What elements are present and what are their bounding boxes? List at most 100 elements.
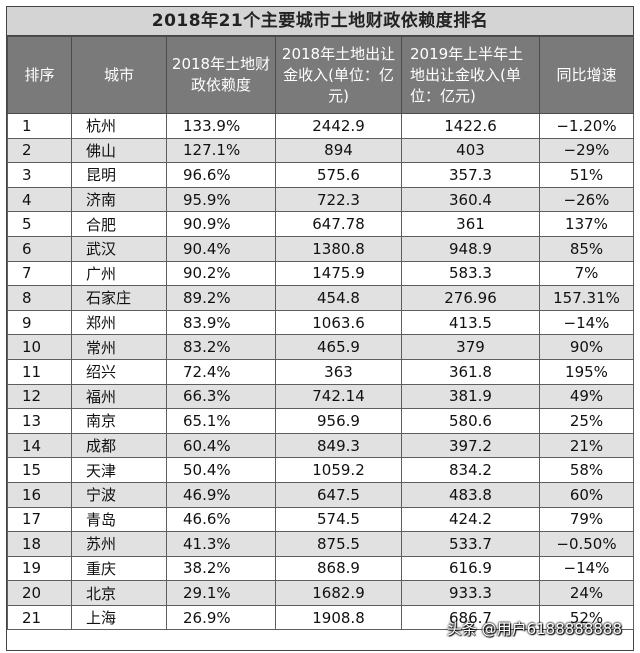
cell-rank: 15 xyxy=(7,457,72,483)
cell-rank: 5 xyxy=(7,211,72,237)
cell-yoy: 137% xyxy=(539,211,634,237)
cell-yoy: 195% xyxy=(539,358,634,385)
cell-city: 武汉 xyxy=(71,235,167,262)
cell-yoy: 7% xyxy=(539,260,634,287)
header-rank: 排序 xyxy=(7,36,72,114)
cell-dependency: 46.9% xyxy=(166,481,276,508)
table-row: 2 佛山 127.1% 894 403 −29% xyxy=(7,137,634,164)
cell-income-2018: 465.9 xyxy=(275,334,402,360)
cell-income-2018: 363 xyxy=(275,358,402,385)
table-row: 19 重庆 38.2% 868.9 616.9 −14% xyxy=(7,555,634,582)
cell-income-2018: 956.9 xyxy=(275,408,402,434)
cell-dependency: 89.2% xyxy=(166,285,276,311)
cell-rank: 10 xyxy=(7,334,72,360)
cell-income-2019h1: 424.2 xyxy=(401,506,540,533)
cell-income-2018: 454.8 xyxy=(275,285,402,311)
header-row: 排序 城市 2018年土地财政依赖度 2018年土地出让金收入(单位：亿元) 2… xyxy=(7,36,634,114)
cell-city: 南京 xyxy=(71,408,167,434)
cell-income-2019h1: 834.2 xyxy=(401,457,540,483)
cell-income-2019h1: 381.9 xyxy=(401,383,540,410)
cell-rank: 9 xyxy=(7,309,72,336)
header-income-2019h1: 2019年上半年土地出让金收入(单位：亿元) xyxy=(401,36,540,114)
cell-yoy: 49% xyxy=(539,383,634,410)
cell-yoy: 79% xyxy=(539,506,634,533)
cell-city: 天津 xyxy=(71,457,167,483)
cell-income-2018: 1380.8 xyxy=(275,235,402,262)
cell-city: 重庆 xyxy=(71,555,167,582)
cell-yoy: 58% xyxy=(539,457,634,483)
cell-yoy: −14% xyxy=(539,555,634,582)
cell-yoy: 85% xyxy=(539,235,634,262)
cell-rank: 6 xyxy=(7,235,72,262)
table-row: 8 石家庄 89.2% 454.8 276.96 157.31% xyxy=(7,285,634,311)
cell-yoy: 21% xyxy=(539,432,634,459)
cell-dependency: 50.4% xyxy=(166,457,276,483)
header-income-2018: 2018年土地出让金收入(单位：亿元) xyxy=(275,36,402,114)
cell-dependency: 60.4% xyxy=(166,432,276,459)
cell-income-2019h1: 403 xyxy=(401,137,540,164)
table-row: 1 杭州 133.9% 2442.9 1422.6 −1.20% xyxy=(7,113,634,139)
cell-dependency: 29.1% xyxy=(166,580,276,606)
cell-yoy: 51% xyxy=(539,162,634,188)
cell-dependency: 127.1% xyxy=(166,137,276,164)
cell-yoy: 24% xyxy=(539,580,634,606)
cell-income-2018: 574.5 xyxy=(275,506,402,533)
ranking-table-sheet: 2018年21个主要城市土地财政依赖度排名 排序 城市 2018年土地财政依赖度… xyxy=(6,6,634,651)
cell-yoy: −14% xyxy=(539,309,634,336)
cell-income-2018: 894 xyxy=(275,137,402,164)
table-row: 3 昆明 96.6% 575.6 357.3 51% xyxy=(7,162,634,188)
table-row: 4 济南 95.9% 722.3 360.4 −26% xyxy=(7,186,634,213)
cell-city: 杭州 xyxy=(71,113,167,139)
table-row: 9 郑州 83.9% 1063.6 413.5 −14% xyxy=(7,309,634,336)
cell-city: 宁波 xyxy=(71,481,167,508)
table-row: 7 广州 90.2% 1475.9 583.3 7% xyxy=(7,260,634,287)
header-city: 城市 xyxy=(71,36,167,114)
cell-yoy: −0.50% xyxy=(539,531,634,557)
table-row: 14 成都 60.4% 849.3 397.2 21% xyxy=(7,432,634,459)
cell-income-2018: 868.9 xyxy=(275,555,402,582)
cell-income-2018: 1059.2 xyxy=(275,457,402,483)
cell-dependency: 72.4% xyxy=(166,358,276,385)
cell-income-2019h1: 1422.6 xyxy=(401,113,540,139)
cell-income-2019h1: 276.96 xyxy=(401,285,540,311)
cell-city: 昆明 xyxy=(71,162,167,188)
cell-dependency: 26.9% xyxy=(166,604,276,631)
table-row: 11 绍兴 72.4% 363 361.8 195% xyxy=(7,358,634,385)
cell-yoy: 90% xyxy=(539,334,634,360)
cell-income-2018: 1063.6 xyxy=(275,309,402,336)
cell-income-2019h1: 616.9 xyxy=(401,555,540,582)
cell-income-2019h1: 361.8 xyxy=(401,358,540,385)
table-row: 16 宁波 46.9% 647.5 483.8 60% xyxy=(7,481,634,508)
cell-income-2018: 875.5 xyxy=(275,531,402,557)
table-row: 12 福州 66.3% 742.14 381.9 49% xyxy=(7,383,634,410)
cell-income-2019h1: 379 xyxy=(401,334,540,360)
cell-income-2019h1: 483.8 xyxy=(401,481,540,508)
cell-income-2019h1: 933.3 xyxy=(401,580,540,606)
table-row: 6 武汉 90.4% 1380.8 948.9 85% xyxy=(7,235,634,262)
cell-city: 绍兴 xyxy=(71,358,167,385)
cell-rank: 11 xyxy=(7,358,72,385)
cell-dependency: 95.9% xyxy=(166,186,276,213)
cell-rank: 20 xyxy=(7,580,72,606)
cell-dependency: 41.3% xyxy=(166,531,276,557)
cell-rank: 16 xyxy=(7,481,72,508)
table-title: 2018年21个主要城市土地财政依赖度排名 xyxy=(7,7,633,36)
cell-dependency: 83.9% xyxy=(166,309,276,336)
cell-rank: 18 xyxy=(7,531,72,557)
cell-income-2019h1: 533.7 xyxy=(401,531,540,557)
cell-income-2019h1: 360.4 xyxy=(401,186,540,213)
cell-rank: 1 xyxy=(7,113,72,139)
cell-city: 福州 xyxy=(71,383,167,410)
table-row: 21 上海 26.9% 1908.8 686.7 52% xyxy=(7,604,634,631)
table-row: 17 青岛 46.6% 574.5 424.2 79% xyxy=(7,506,634,533)
cell-yoy: −1.20% xyxy=(539,113,634,139)
table-row: 5 合肥 90.9% 647.78 361 137% xyxy=(7,211,634,237)
cell-yoy: −29% xyxy=(539,137,634,164)
cell-income-2019h1: 583.3 xyxy=(401,260,540,287)
cell-income-2018: 742.14 xyxy=(275,383,402,410)
cell-income-2018: 647.78 xyxy=(275,211,402,237)
cell-city: 石家庄 xyxy=(71,285,167,311)
cell-city: 北京 xyxy=(71,580,167,606)
cell-yoy: 25% xyxy=(539,408,634,434)
cell-income-2019h1: 948.9 xyxy=(401,235,540,262)
